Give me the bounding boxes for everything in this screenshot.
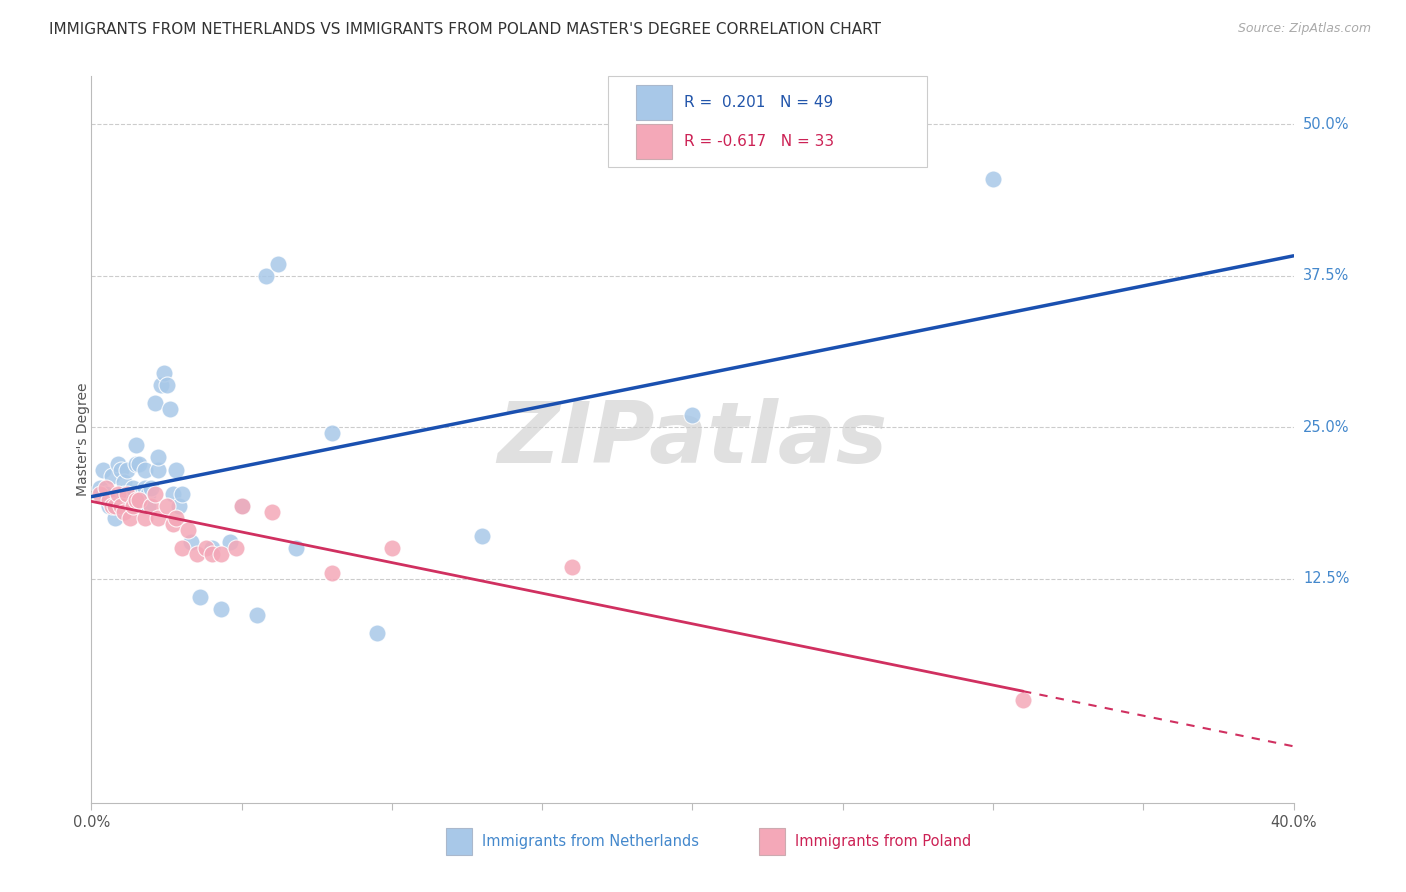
Point [128, 457, 150, 471]
Text: R = -0.617   N = 33: R = -0.617 N = 33 [685, 134, 834, 149]
Point [104, 511, 127, 525]
Point [134, 511, 156, 525]
Point [114, 475, 136, 489]
Point [134, 462, 156, 476]
Text: 37.5%: 37.5% [1303, 268, 1350, 284]
Text: R =  0.201   N = 49: R = 0.201 N = 49 [685, 95, 834, 111]
Point [162, 517, 184, 532]
Point [321, 426, 343, 441]
Point [149, 377, 172, 392]
Text: 25.0%: 25.0% [1303, 420, 1350, 434]
Point [231, 499, 253, 513]
Point [246, 607, 269, 622]
Point [89, 487, 111, 501]
Point [98, 499, 121, 513]
Point [120, 511, 142, 525]
Y-axis label: Master's Degree: Master's Degree [76, 383, 90, 496]
Point [159, 402, 181, 417]
Point [267, 257, 290, 271]
Point [101, 499, 124, 513]
Point [125, 457, 148, 471]
Point [201, 541, 224, 556]
Point [122, 481, 145, 495]
FancyBboxPatch shape [609, 76, 927, 167]
Point [471, 529, 494, 543]
Point [89, 481, 111, 495]
Point [152, 366, 174, 380]
Bar [636, 86, 672, 120]
Text: IMMIGRANTS FROM NETHERLANDS VS IMMIGRANTS FROM POLAND MASTER'S DEGREE CORRELATIO: IMMIGRANTS FROM NETHERLANDS VS IMMIGRANT… [49, 22, 882, 37]
Point [170, 487, 193, 501]
Point [225, 541, 247, 556]
Point [141, 499, 163, 513]
Point [131, 487, 153, 501]
Point [117, 487, 139, 501]
Point [143, 396, 166, 410]
Point [201, 548, 224, 562]
Point [1012, 693, 1035, 707]
Point [143, 487, 166, 501]
Point [366, 626, 388, 640]
Point [138, 487, 160, 501]
Point [188, 590, 211, 604]
Text: 50.0%: 50.0% [1303, 117, 1350, 132]
Text: Immigrants from Netherlands: Immigrants from Netherlands [482, 834, 699, 849]
Point [180, 535, 202, 549]
Point [107, 457, 129, 471]
Point [321, 566, 343, 580]
Bar [759, 828, 785, 855]
Point [165, 462, 187, 476]
Point [176, 523, 198, 537]
Point [146, 511, 169, 525]
Point [209, 602, 232, 616]
Point [170, 541, 193, 556]
Point [107, 487, 129, 501]
Point [260, 505, 283, 519]
Point [96, 481, 118, 495]
Point [96, 487, 118, 501]
Point [125, 438, 148, 452]
Point [155, 499, 177, 513]
Point [114, 487, 136, 501]
Point [981, 171, 1004, 186]
Point [167, 499, 190, 513]
Point [186, 548, 208, 562]
Text: Source: ZipAtlas.com: Source: ZipAtlas.com [1237, 22, 1371, 36]
Point [162, 487, 184, 501]
Point [561, 559, 583, 574]
Point [98, 492, 121, 507]
Text: ZIPatlas: ZIPatlas [498, 398, 887, 481]
Point [128, 492, 150, 507]
Point [122, 499, 145, 513]
Point [254, 268, 277, 283]
Point [134, 481, 156, 495]
Point [117, 462, 139, 476]
Point [146, 462, 169, 476]
Point [114, 505, 136, 519]
Point [155, 377, 177, 392]
Point [120, 499, 142, 513]
Point [381, 541, 404, 556]
Point [138, 499, 160, 513]
Bar [446, 828, 472, 855]
Point [231, 499, 253, 513]
Text: 12.5%: 12.5% [1303, 571, 1350, 586]
Point [101, 468, 124, 483]
Point [209, 548, 232, 562]
Point [165, 511, 187, 525]
Point [681, 408, 703, 422]
Bar [636, 124, 672, 159]
Point [141, 481, 163, 495]
Point [218, 535, 240, 549]
Point [128, 487, 150, 501]
Point [110, 499, 132, 513]
Point [284, 541, 307, 556]
Point [93, 462, 115, 476]
Point [125, 492, 148, 507]
Point [104, 499, 127, 513]
Point [110, 462, 132, 476]
Point [146, 450, 169, 465]
Point [194, 541, 217, 556]
Text: Immigrants from Poland: Immigrants from Poland [794, 834, 972, 849]
